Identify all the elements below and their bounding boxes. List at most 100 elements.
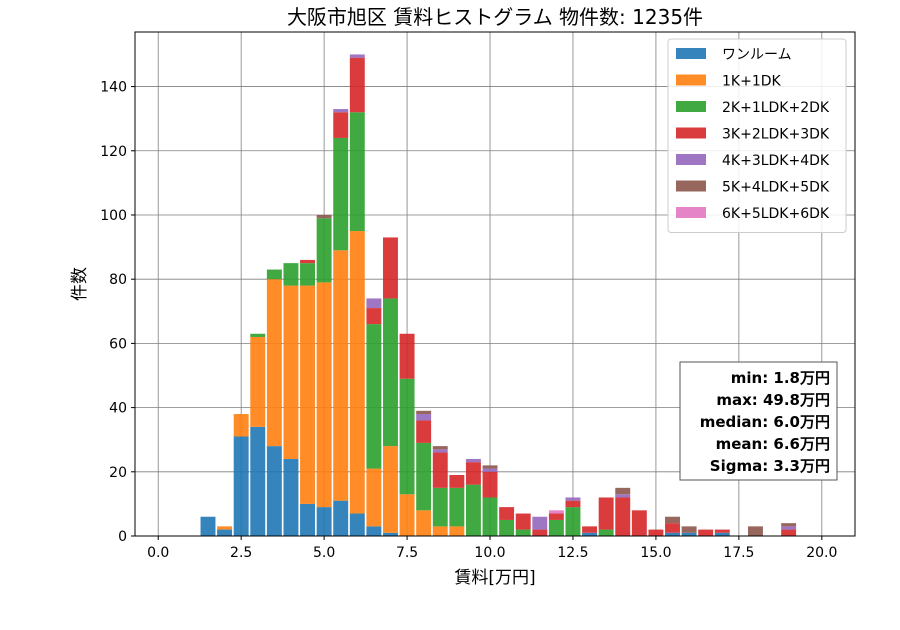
legend-label: 2K+1LDK+2DK	[722, 100, 830, 116]
bar-segment-series-0	[383, 532, 398, 536]
x-tick-label: 17.5	[723, 545, 754, 561]
bar-segment-series-4	[532, 516, 548, 530]
bar-segment-series-2	[333, 137, 349, 251]
bar-segment-series-5	[615, 487, 631, 495]
bar-segment-series-0	[681, 532, 697, 536]
bar-segment-series-1	[416, 510, 432, 536]
legend-swatch	[676, 180, 706, 192]
bar-segment-series-4	[565, 497, 581, 501]
bar-segment-series-2	[283, 263, 299, 286]
chart-title: 大阪市旭区 賃料ヒストグラム 物件数: 1235件	[287, 5, 703, 29]
bar-segment-series-4	[416, 414, 432, 421]
plot-frame	[134, 31, 856, 537]
bar-segment-series-2	[515, 529, 531, 536]
bar-segment-series-1	[300, 285, 315, 504]
legend-label: 5K+4LDK+5DK	[722, 180, 830, 196]
stats-line: Sigma: 3.3万円	[710, 457, 830, 475]
bar-segment-series-2	[399, 378, 415, 495]
bar-segment-series-0	[349, 513, 365, 536]
bar-segment-series-0	[300, 503, 315, 536]
bar-segment-series-3	[333, 112, 349, 138]
y-tick-label: 120	[100, 144, 127, 160]
x-tick-label: 7.5	[396, 545, 418, 561]
legend-swatch	[676, 154, 706, 165]
legend-label: 3K+2LDK+3DK	[722, 127, 830, 143]
bar-segment-series-1	[316, 282, 332, 508]
y-tick-label: 20	[109, 465, 127, 481]
legend-label: 1K+1DK	[722, 74, 782, 90]
bar-segment-series-2	[366, 324, 382, 469]
bar-segment-series-2	[300, 263, 315, 286]
bar-segment-series-0	[250, 426, 266, 536]
bar-segment-series-2	[499, 519, 515, 536]
bar-segment-series-5	[665, 516, 680, 524]
bar-segment-series-3	[366, 308, 382, 325]
bar-segment-series-4	[349, 54, 365, 58]
bar-segment-series-3	[515, 513, 531, 530]
y-tick-label: 0	[118, 529, 127, 545]
bar-segment-series-3	[648, 529, 664, 536]
bar-segment-series-5	[482, 465, 498, 469]
x-tick-label: 2.5	[230, 545, 252, 561]
bar-segment-series-4	[615, 494, 631, 498]
bar-segment-series-5	[747, 526, 763, 536]
bar-segment-series-3	[565, 500, 581, 508]
axis-ticks: 0.0 2.5 5.0 7.5 10.0 12.5 15.0 17.5 20.0 0 20 40 60 8…	[100, 80, 837, 561]
bar-segment-series-1	[383, 446, 398, 533]
y-tick-label: 40	[109, 401, 127, 417]
x-tick-label: 20.0	[806, 545, 837, 561]
x-tick-label: 0.0	[147, 545, 169, 561]
bar-segment-series-3	[499, 507, 515, 520]
stats-line: mean: 6.6万円	[716, 435, 830, 453]
bar-segment-series-3	[399, 333, 415, 379]
bar-segment-series-1	[283, 285, 299, 459]
x-tick-label: 15.0	[640, 545, 671, 561]
bar-segment-series-2	[432, 487, 448, 527]
bar-segment-series-2	[465, 484, 481, 536]
bar-segment-series-2	[449, 487, 465, 527]
stats-line: max: 49.8万円	[716, 391, 830, 409]
bar-segment-series-3	[582, 526, 598, 533]
bar-segment-series-0	[316, 507, 332, 536]
bar-segment-series-0	[665, 532, 680, 536]
x-tick-label: 5.0	[313, 545, 335, 561]
bar-segment-series-4	[781, 526, 797, 530]
bar-segment-series-4	[333, 109, 349, 113]
bar-segment-series-4	[482, 468, 498, 472]
legend: ワンルーム 1K+1DK 2K+1LDK+2DK 3K+2LDK+3DK 4K+3LDK…	[667, 38, 847, 233]
y-tick-label: 60	[109, 336, 127, 352]
bar-segment-series-5	[316, 214, 332, 219]
bar-segment-series-2	[482, 497, 498, 536]
y-tick-label: 80	[109, 272, 127, 288]
bar-segment-series-0	[200, 516, 216, 536]
bar-segment-series-2	[316, 218, 332, 283]
bar-segment-series-3	[598, 497, 614, 530]
bar-segment-series-0	[266, 446, 282, 536]
bar-segment-series-3	[714, 529, 730, 533]
legend-box	[667, 38, 847, 233]
bar-segment-series-3	[482, 471, 498, 498]
bar-segment-series-3	[416, 420, 432, 443]
y-tick-label: 140	[100, 80, 127, 96]
legend-swatch	[676, 207, 706, 218]
bar-segment-series-0	[366, 526, 382, 536]
legend-swatch	[676, 127, 706, 139]
bar-segment-series-0	[714, 532, 730, 536]
y-axis-label: 件数	[70, 267, 90, 301]
stats-box-frame	[679, 361, 838, 481]
legend-swatch	[676, 101, 706, 112]
bar-segment-series-3	[631, 510, 647, 536]
bar-segment-series-3	[465, 462, 481, 485]
bar-segment-series-4	[432, 449, 448, 453]
bar-segment-series-3	[615, 497, 631, 536]
bar-segment-series-2	[266, 269, 282, 280]
bar-segment-series-3	[698, 529, 714, 536]
bar-segment-series-1	[250, 336, 266, 427]
bar-segment-series-3	[781, 529, 797, 536]
bar-segment-series-0	[217, 529, 233, 536]
bar-segment-series-0	[283, 458, 299, 536]
bar-segment-series-2	[548, 519, 564, 536]
bar-segment-series-3	[665, 523, 680, 533]
legend-swatch	[676, 74, 706, 86]
